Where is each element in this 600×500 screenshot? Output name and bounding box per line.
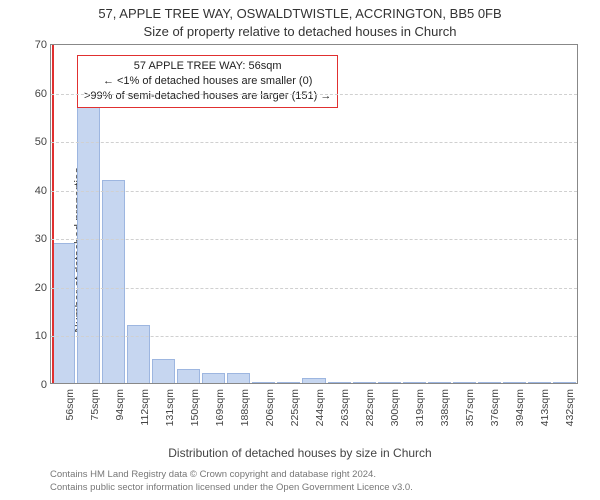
bar-slot: 376sqm <box>477 45 502 383</box>
credits: Contains HM Land Registry data © Crown c… <box>50 469 413 494</box>
x-tick: 75sqm <box>86 383 101 421</box>
x-tick: 300sqm <box>386 383 401 426</box>
x-tick: 188sqm <box>236 383 251 426</box>
bar-slot: 357sqm <box>452 45 477 383</box>
x-tick: 282sqm <box>361 383 376 426</box>
bar <box>227 373 250 383</box>
x-tick: 376sqm <box>486 383 501 426</box>
bar <box>177 369 200 383</box>
bar <box>152 359 175 383</box>
y-tick: 70 <box>27 39 51 51</box>
annotation-line1: 57 APPLE TREE WAY: 56sqm <box>84 59 331 74</box>
x-tick: 319sqm <box>411 383 426 426</box>
bar-slot: 319sqm <box>402 45 427 383</box>
chart-title-main: 57, APPLE TREE WAY, OSWALDTWISTLE, ACCRI… <box>0 6 600 21</box>
x-tick: 206sqm <box>261 383 276 426</box>
x-tick: 244sqm <box>311 383 326 426</box>
gridline <box>51 94 577 95</box>
credits-line2: Contains public sector information licen… <box>50 482 413 494</box>
bar <box>52 243 75 383</box>
bar-slot: 282sqm <box>352 45 377 383</box>
y-tick: 10 <box>27 330 51 342</box>
x-tick: 225sqm <box>286 383 301 426</box>
y-tick: 50 <box>27 136 51 148</box>
gridline <box>51 288 577 289</box>
x-tick: 338sqm <box>436 383 451 426</box>
bar-slot: 338sqm <box>427 45 452 383</box>
property-marker-line <box>52 45 54 383</box>
x-axis-label: Distribution of detached houses by size … <box>0 446 600 460</box>
x-tick: 56sqm <box>61 383 76 421</box>
gridline <box>51 191 577 192</box>
annotation-line2: ← <1% of detached houses are smaller (0) <box>84 74 331 89</box>
x-tick: 263sqm <box>336 383 351 426</box>
chart-plot-area: 56sqm75sqm94sqm112sqm131sqm150sqm169sqm1… <box>50 44 578 384</box>
bar <box>77 103 100 383</box>
x-tick: 357sqm <box>461 383 476 426</box>
credits-line1: Contains HM Land Registry data © Crown c… <box>50 469 413 481</box>
bar-slot: 56sqm <box>51 45 76 383</box>
bar-slot: 300sqm <box>377 45 402 383</box>
x-tick: 150sqm <box>186 383 201 426</box>
annotation-box: 57 APPLE TREE WAY: 56sqm ← <1% of detach… <box>77 55 338 108</box>
y-tick: 0 <box>27 379 51 391</box>
x-tick: 413sqm <box>536 383 551 426</box>
y-tick: 20 <box>27 282 51 294</box>
x-tick: 94sqm <box>111 383 126 421</box>
chart-title-sub: Size of property relative to detached ho… <box>0 24 600 39</box>
gridline <box>51 239 577 240</box>
bar <box>202 373 225 383</box>
x-tick: 432sqm <box>561 383 576 426</box>
bar-slot: 432sqm <box>552 45 577 383</box>
y-tick: 30 <box>27 233 51 245</box>
bar <box>102 180 125 383</box>
x-tick: 394sqm <box>511 383 526 426</box>
bar-slot: 413sqm <box>527 45 552 383</box>
bar-slot: 394sqm <box>502 45 527 383</box>
x-tick: 131sqm <box>161 383 176 426</box>
gridline <box>51 142 577 143</box>
x-tick: 169sqm <box>211 383 226 426</box>
bar <box>127 325 150 383</box>
gridline <box>51 336 577 337</box>
y-tick: 60 <box>27 88 51 100</box>
annotation-line3: >99% of semi-detached houses are larger … <box>84 89 331 104</box>
y-tick: 40 <box>27 185 51 197</box>
x-tick: 112sqm <box>136 383 151 426</box>
